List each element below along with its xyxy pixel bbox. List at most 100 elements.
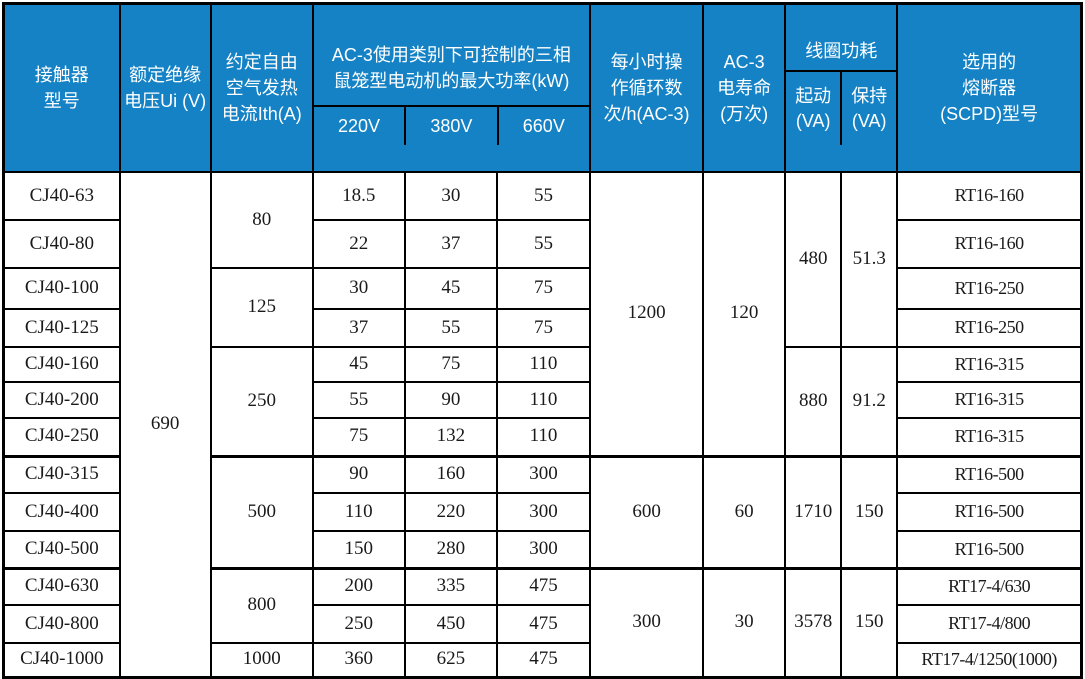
table-row: CJ40-80 22 37 55 RT16-160 bbox=[2, 219, 1083, 270]
coil-group-wrap: 线圈功耗 起动 (VA) 保持 (VA) bbox=[787, 31, 896, 146]
kw220-cell: 22 bbox=[311, 219, 406, 270]
coil-start-cell: 3578 bbox=[784, 566, 843, 679]
kw660-cell: 300 bbox=[495, 530, 592, 570]
cycles-cell: 600 bbox=[589, 454, 705, 570]
fuse-cell: RT16-160 bbox=[896, 171, 1083, 222]
model-cell: CJ40-800 bbox=[2, 604, 121, 645]
ac3-subheaders: 220V 380V 660V bbox=[315, 107, 588, 146]
coil-hold-cell: 150 bbox=[840, 566, 899, 679]
kw220-cell: 30 bbox=[311, 267, 406, 311]
coil-start-cell: 880 bbox=[784, 346, 843, 458]
header-coil-power-group: 线圈功耗 起动 (VA) 保持 (VA) bbox=[784, 2, 899, 174]
kw220-cell: 200 bbox=[311, 566, 406, 607]
header-coil-hold: 保持 (VA) bbox=[840, 72, 895, 146]
kw220-cell: 250 bbox=[311, 604, 406, 645]
table-row: CJ40-250 75 132 110 RT16-315 bbox=[2, 417, 1083, 458]
header-220v: 220V bbox=[337, 115, 380, 136]
ith-cell: 80 bbox=[209, 171, 314, 270]
header-660v: 660V bbox=[496, 107, 588, 146]
kw380-cell: 55 bbox=[403, 308, 498, 349]
ith-cell: 500 bbox=[209, 454, 314, 570]
kw220-cell: 18.5 bbox=[311, 171, 406, 222]
fuse-cell: RT16-250 bbox=[896, 267, 1083, 311]
header-380v: 380V bbox=[404, 107, 496, 146]
model-cell: CJ40-500 bbox=[2, 530, 121, 570]
header-model: 接触器 型号 bbox=[2, 2, 121, 174]
fuse-cell: RT16-250 bbox=[896, 308, 1083, 349]
header-ac3-power-label: AC-3使用类别下可控制的三相 鼠笼型电动机的最大功率(kW) bbox=[314, 31, 589, 108]
kw220-cell: 45 bbox=[311, 346, 406, 384]
cycles-cell: 300 bbox=[589, 566, 705, 679]
model-cell: CJ40-400 bbox=[2, 492, 121, 533]
cycles-cell: 1200 bbox=[589, 171, 705, 458]
kw660-cell: 55 bbox=[495, 171, 592, 222]
kw220-cell: 90 bbox=[311, 454, 406, 495]
coil-start-cell: 480 bbox=[784, 171, 843, 349]
kw380-cell: 625 bbox=[403, 642, 498, 679]
fuse-cell: RT16-500 bbox=[896, 530, 1083, 570]
kw380-cell: 335 bbox=[403, 566, 498, 607]
ui-cell: 690 bbox=[118, 171, 212, 679]
kw380-cell: 280 bbox=[403, 530, 498, 570]
kw380-cell: 37 bbox=[403, 219, 498, 270]
kw380-cell: 45 bbox=[403, 267, 498, 311]
ith-cell: 800 bbox=[209, 566, 314, 645]
model-cell: CJ40-250 bbox=[2, 417, 121, 458]
header-coil-power-label: 线圈功耗 bbox=[787, 31, 896, 73]
model-cell: CJ40-200 bbox=[2, 381, 121, 420]
kw220-cell: 150 bbox=[311, 530, 406, 570]
kw660-cell: 110 bbox=[495, 381, 592, 420]
model-cell: CJ40-63 bbox=[2, 171, 121, 222]
kw660-cell: 475 bbox=[495, 604, 592, 645]
kw380-cell: 75 bbox=[403, 346, 498, 384]
model-cell: CJ40-630 bbox=[2, 566, 121, 607]
table-row: CJ40-125 37 55 75 RT16-250 bbox=[2, 308, 1083, 349]
kw660-cell: 110 bbox=[495, 417, 592, 458]
coil-subheaders: 起动 (VA) 保持 (VA) bbox=[787, 72, 895, 146]
ith-cell: 250 bbox=[209, 346, 314, 458]
life-cell: 60 bbox=[702, 454, 787, 570]
table-row: CJ40-160 250 45 75 110 880 91.2 RT16-315 bbox=[2, 346, 1083, 458]
header-thermal-current: 约定自由 空气发热 电流Ith(A) bbox=[209, 2, 314, 174]
table-row: CJ40-200 55 90 110 RT16-315 bbox=[2, 381, 1083, 420]
table-header: 接触器 型号 额定绝缘 电压Ui (V) 约定自由 空气发热 电流Ith(A) … bbox=[2, 2, 1083, 174]
kw660-cell: 475 bbox=[495, 566, 592, 607]
fuse-cell: RT17-4/630 bbox=[896, 566, 1083, 607]
kw380-cell: 220 bbox=[403, 492, 498, 533]
table-row: CJ40-100 125 30 45 75 RT16-250 bbox=[2, 267, 1083, 349]
header-insulation-voltage: 额定绝缘 电压Ui (V) bbox=[118, 2, 212, 174]
kw380-cell: 30 bbox=[403, 171, 498, 222]
kw660-cell: 110 bbox=[495, 346, 592, 384]
model-cell: CJ40-125 bbox=[2, 308, 121, 349]
model-cell: CJ40-315 bbox=[2, 454, 121, 495]
table-row: CJ40-63 690 80 18.5 30 55 1200 120 480 5… bbox=[2, 171, 1083, 679]
table-row: CJ40-315 500 90 160 300 600 60 1710 150 … bbox=[2, 454, 1083, 570]
kw220-cell: 110 bbox=[311, 492, 406, 533]
life-cell: 120 bbox=[702, 171, 787, 458]
header-row: 接触器 型号 额定绝缘 电压Ui (V) 约定自由 空气发热 电流Ith(A) … bbox=[2, 2, 1083, 174]
ith-cell: 125 bbox=[209, 267, 314, 349]
kw660-cell: 475 bbox=[495, 642, 592, 679]
model-cell: CJ40-80 bbox=[2, 219, 121, 270]
fuse-cell: RT17-4/800 bbox=[896, 604, 1083, 645]
kw660-cell: 300 bbox=[495, 454, 592, 495]
kw380-cell: 90 bbox=[403, 381, 498, 420]
kw380-cell: 450 bbox=[403, 604, 498, 645]
kw220-cell: 37 bbox=[311, 308, 406, 349]
coil-hold-cell: 150 bbox=[840, 454, 899, 570]
model-cell: CJ40-1000 bbox=[2, 642, 121, 679]
life-cell: 30 bbox=[702, 566, 787, 679]
ac3-group-wrap: AC-3使用类别下可控制的三相 鼠笼型电动机的最大功率(kW) 220V 380… bbox=[314, 31, 589, 146]
kw660-cell: 300 bbox=[495, 492, 592, 533]
header-cycles-per-hour: 每小时操 作循环数 次/h(AC-3) bbox=[589, 2, 705, 174]
coil-start-cell: 1710 bbox=[784, 454, 843, 570]
table-body: CJ40-63 690 80 18.5 30 55 1200 120 480 5… bbox=[2, 171, 1083, 679]
header-fuse-model: 选用的 熔断器 (SCPD)型号 bbox=[896, 2, 1083, 174]
header-coil-start: 起动 (VA) bbox=[795, 86, 832, 131]
kw660-cell: 55 bbox=[495, 219, 592, 270]
header-ac3-power-group: AC-3使用类别下可控制的三相 鼠笼型电动机的最大功率(kW) 220V 380… bbox=[311, 2, 592, 174]
fuse-cell: RT16-315 bbox=[896, 381, 1083, 420]
kw660-cell: 75 bbox=[495, 267, 592, 311]
